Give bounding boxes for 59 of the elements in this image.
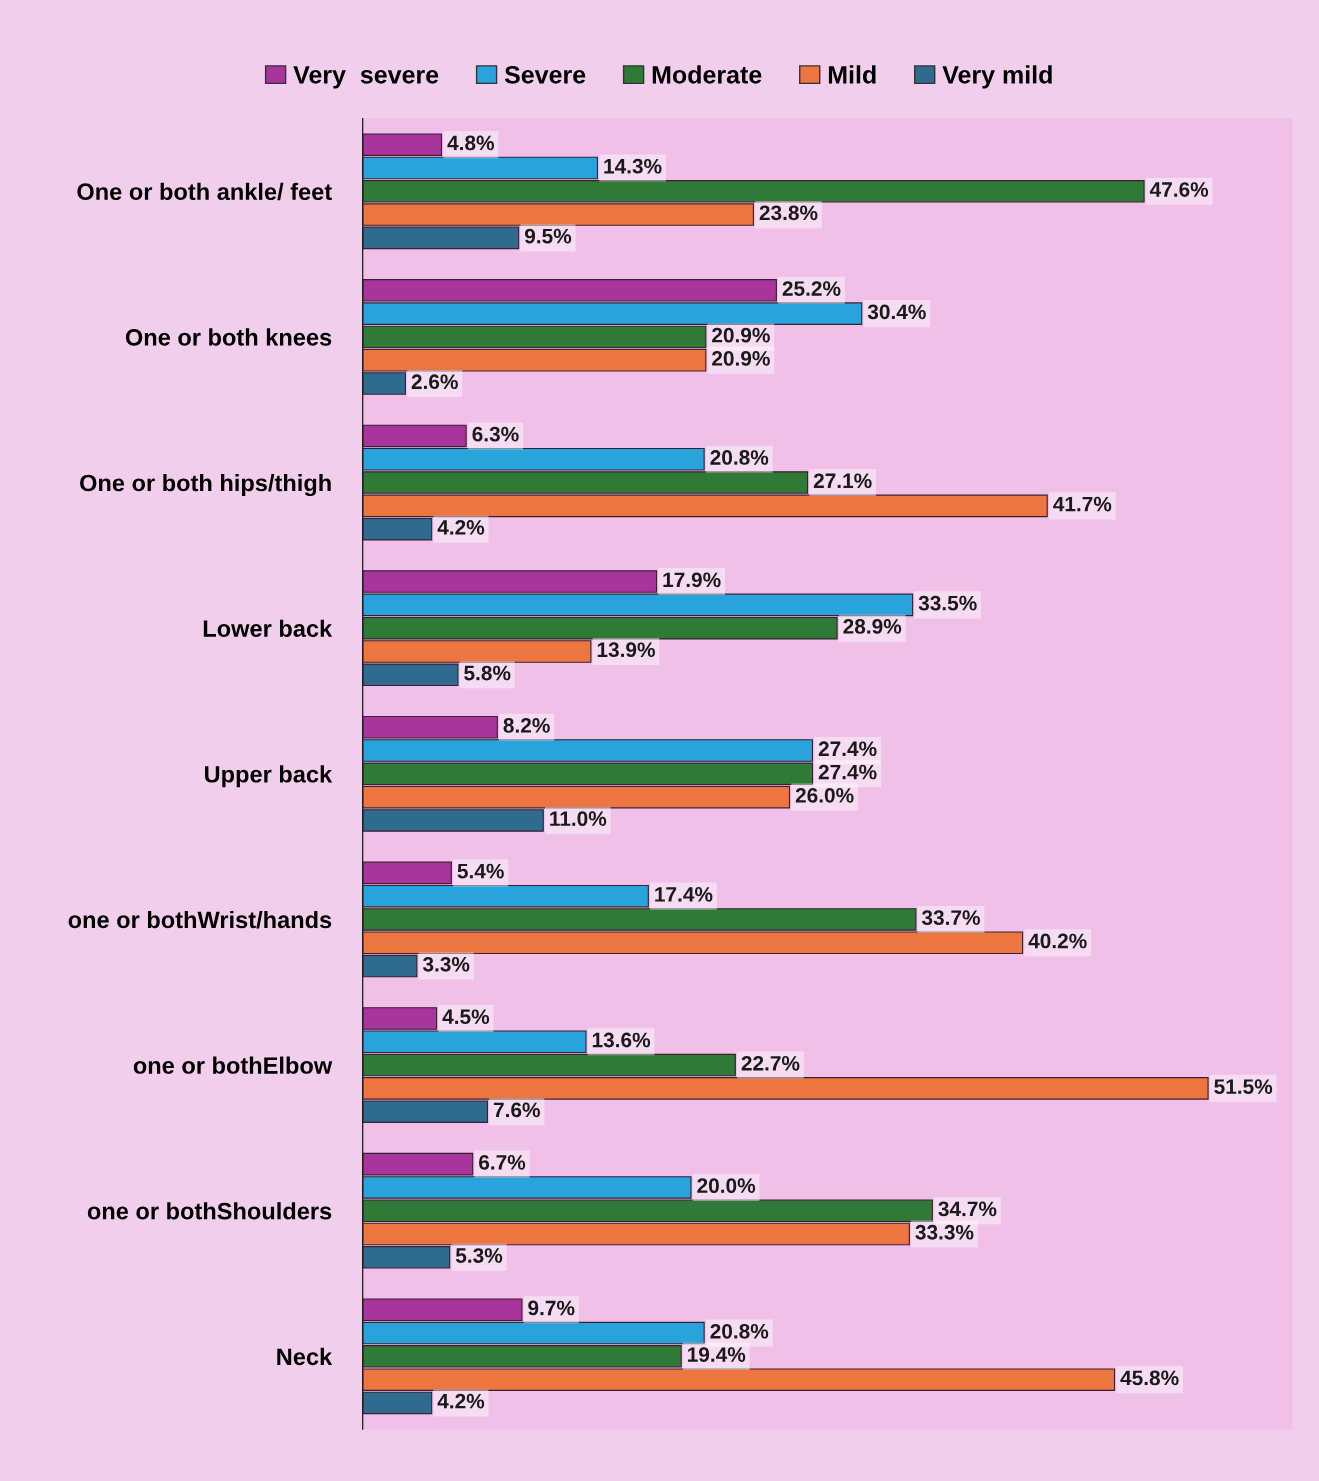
data-label: 33.7% <box>921 910 980 926</box>
data-label: 4.2% <box>437 1393 485 1409</box>
data-label: 20.0% <box>697 1178 756 1194</box>
y-tick-label: One or both knees <box>125 328 332 346</box>
legend-label: Severe <box>504 65 586 84</box>
data-label: 27.4% <box>818 764 877 780</box>
legend-label: Mild <box>828 65 876 84</box>
data-label: 26.0% <box>795 787 854 803</box>
data-label: 51.5% <box>1214 1079 1273 1094</box>
data-label: 34.7% <box>938 1201 997 1217</box>
data-label: 33.3% <box>915 1224 974 1240</box>
data-label: 13.6% <box>592 1032 651 1048</box>
y-tick-label: Upper back <box>205 765 333 788</box>
legend-label: Very mild <box>942 65 1052 89</box>
data-label: 20.8% <box>710 450 769 465</box>
data-label: 5.8% <box>464 665 511 681</box>
data-label: 13.9% <box>597 642 655 658</box>
data-label: 17.4% <box>655 887 713 902</box>
data-label: 27.4% <box>818 741 877 757</box>
data-label: 11.0% <box>550 811 607 827</box>
y-tick-label: one or bothShoulders <box>87 1202 332 1220</box>
data-label: 33.5% <box>918 595 977 611</box>
data-label: 17.9% <box>663 572 721 588</box>
data-label: 20.9% <box>712 327 770 343</box>
data-label: 28.9% <box>843 619 902 634</box>
data-label: 27.1% <box>813 473 872 489</box>
data-label: 14.3% <box>604 158 662 174</box>
data-label: 40.2% <box>1028 933 1087 949</box>
data-label: 22.7% <box>741 1055 800 1071</box>
data-label: 19.4% <box>688 1347 746 1362</box>
data-label: 45.8% <box>1120 1370 1179 1386</box>
data-label: 47.6% <box>1149 182 1209 197</box>
data-label: 3.3% <box>422 956 470 972</box>
data-label: 30.4% <box>867 304 926 320</box>
y-tick-label: Neck <box>277 1347 333 1366</box>
data-label: 5.3% <box>455 1248 503 1263</box>
data-label: 20.9% <box>712 351 770 366</box>
data-label: 2.6% <box>411 374 458 390</box>
data-label: 6.3% <box>472 426 519 442</box>
y-tick-label: one or bothElbow <box>133 1056 333 1074</box>
data-label: 9.7% <box>528 1300 575 1316</box>
data-label: 9.5% <box>524 228 572 244</box>
data-label: 8.2% <box>503 718 550 733</box>
data-label: 5.4% <box>457 863 504 879</box>
data-label: 25.2% <box>782 281 841 296</box>
data-label: 4.2% <box>437 520 485 535</box>
legend-label: Very severe <box>293 66 439 89</box>
y-tick-label: One or both ankle/ feet <box>77 182 332 201</box>
data-label: 41.7% <box>1053 496 1112 512</box>
data-label: 20.8% <box>710 1323 769 1339</box>
y-tick-label: Lower back <box>203 619 333 637</box>
y-tick-label: one or bothWrist/hands <box>68 910 332 929</box>
data-label: 4.5% <box>442 1009 490 1025</box>
data-label: 4.8% <box>447 135 495 151</box>
data-label: 23.8% <box>759 205 818 221</box>
data-label: 6.7% <box>479 1154 526 1170</box>
legend-label: Moderate <box>652 65 762 84</box>
y-tick-label: One or both hips/thigh <box>80 474 331 497</box>
data-label: 7.6% <box>493 1102 540 1118</box>
